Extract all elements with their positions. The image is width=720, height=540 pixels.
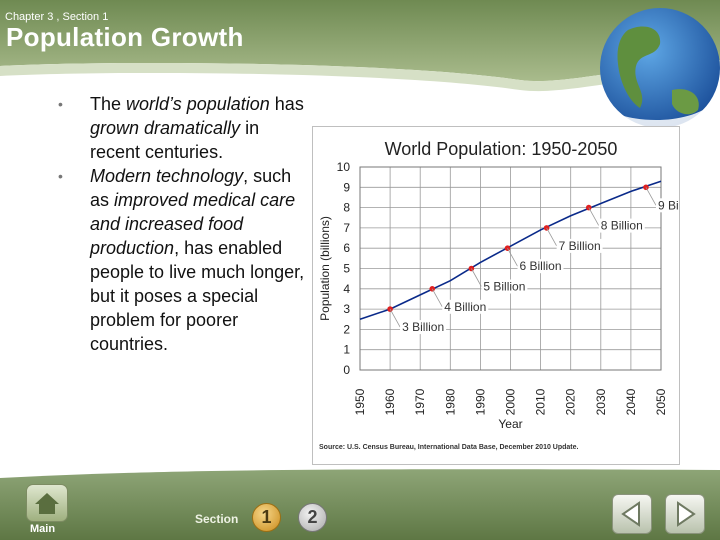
- bullet-text: has: [269, 94, 304, 114]
- page-title: Population Growth: [6, 22, 244, 52]
- y-tick-label: 1: [343, 343, 350, 357]
- section-label: Section: [195, 512, 239, 526]
- milestone-label: 5 Billion: [483, 280, 525, 294]
- milestone-label: 3 Billion: [402, 320, 444, 334]
- bullet-text: improved medical care and increased food…: [90, 190, 296, 258]
- section-2-button[interactable]: 2: [298, 503, 327, 532]
- bullet-item: • The world’s population has grown dramat…: [58, 92, 313, 164]
- milestone-label: 4 Billion: [444, 300, 486, 314]
- bullet-item: • Modern technology, such as improved med…: [58, 164, 313, 356]
- bullet-text: grown dramatically: [90, 118, 241, 138]
- milestone-point: [585, 204, 592, 211]
- bullet-dot: •: [58, 168, 63, 184]
- home-icon: [35, 493, 59, 514]
- y-tick-label: 10: [337, 160, 351, 174]
- milestone-leader: [471, 268, 482, 287]
- milestone-label: 9 Billion: [658, 198, 679, 212]
- milestone-point: [387, 306, 393, 312]
- milestone-label: 8 Billion: [601, 219, 643, 233]
- x-tick-label: 1980: [443, 388, 457, 415]
- milestone-label-bg: [400, 320, 447, 335]
- x-tick-label: 1950: [353, 388, 367, 415]
- y-tick-label: 8: [343, 201, 350, 215]
- plot-frame: [359, 166, 662, 371]
- bullet-text: in recent centuries.: [90, 118, 260, 162]
- milestone-leader: [389, 308, 401, 328]
- milestone-leader: [588, 207, 600, 226]
- y-tick-label: 2: [343, 322, 350, 336]
- milestone-label-bg: [655, 198, 679, 213]
- y-tick-label: 3: [343, 302, 350, 316]
- y-tick-label: 6: [343, 241, 350, 255]
- x-tick-label: 2030: [594, 388, 608, 415]
- bullet-text: , such as: [90, 166, 292, 210]
- x-tick-label: 2040: [624, 388, 638, 415]
- chapter-section-label: Chapter 3 , Section 1: [5, 11, 109, 23]
- milestone-leader: [507, 248, 518, 267]
- main-label: Main: [30, 523, 56, 535]
- y-tick-label: 0: [343, 363, 350, 377]
- bullet-dot: •: [58, 96, 63, 112]
- bullet-text: world’s population: [126, 94, 270, 114]
- x-tick-label: 1990: [473, 388, 487, 415]
- milestone-label: 7 Billion: [559, 239, 601, 253]
- chart-title: World Population: 1950-2050: [385, 139, 618, 159]
- x-tick-label: 2050: [654, 388, 668, 415]
- milestone-leader: [431, 288, 443, 307]
- chart-container: World Population: 1950-2050 0 1 2 3 4 5 6 7 8 9 10 1…: [312, 126, 680, 465]
- y-tick-label: 7: [343, 221, 350, 235]
- arrow-left-icon: [621, 501, 640, 527]
- previous-slide-button[interactable]: [612, 494, 652, 534]
- milestone-point: [543, 225, 550, 231]
- milestone-label: 6 Billion: [519, 259, 561, 273]
- bullet-text: The: [90, 94, 127, 114]
- milestone-leader: [546, 227, 557, 247]
- source-note: Source: U.S. Census Bureau, Internationa…: [319, 444, 579, 451]
- next-slide-button[interactable]: [665, 494, 705, 534]
- y-tick-label: 9: [343, 180, 350, 194]
- bullet-text: , has enabled people to live much longer…: [90, 238, 305, 354]
- milestone-label-bg: [481, 279, 528, 294]
- bullet-text: Modern technology: [90, 166, 244, 186]
- main-home-button[interactable]: [26, 484, 68, 522]
- x-tick-label: 1970: [413, 388, 427, 415]
- x-tick-label: 1960: [383, 388, 397, 415]
- x-tick-label: 2020: [564, 388, 578, 415]
- milestone-label-bg: [442, 299, 489, 314]
- milestone-point: [504, 245, 511, 251]
- milestone-point: [429, 286, 436, 292]
- milestone-leader: [645, 187, 657, 206]
- y-tick-label: 5: [343, 262, 350, 276]
- y-tick-label: 4: [343, 282, 350, 296]
- x-tick-label: 2010: [534, 388, 548, 415]
- population-chart: World Population: 1950-2050 0 1 2 3 4 5 6 7 8 9 10 1…: [318, 139, 679, 451]
- section-1-button[interactable]: 1: [252, 503, 281, 532]
- milestone-label-bg: [598, 218, 645, 233]
- x-axis-label: Year: [498, 417, 522, 431]
- bullet-list: • The world’s population has grown dramat…: [58, 92, 313, 356]
- population-line: [359, 180, 662, 321]
- milestone-label-bg: [517, 259, 564, 274]
- milestone-label-bg: [556, 238, 603, 253]
- y-axis-label: Population (billions): [318, 216, 332, 321]
- arrow-right-icon: [677, 501, 696, 527]
- x-tick-label: 2000: [504, 388, 518, 415]
